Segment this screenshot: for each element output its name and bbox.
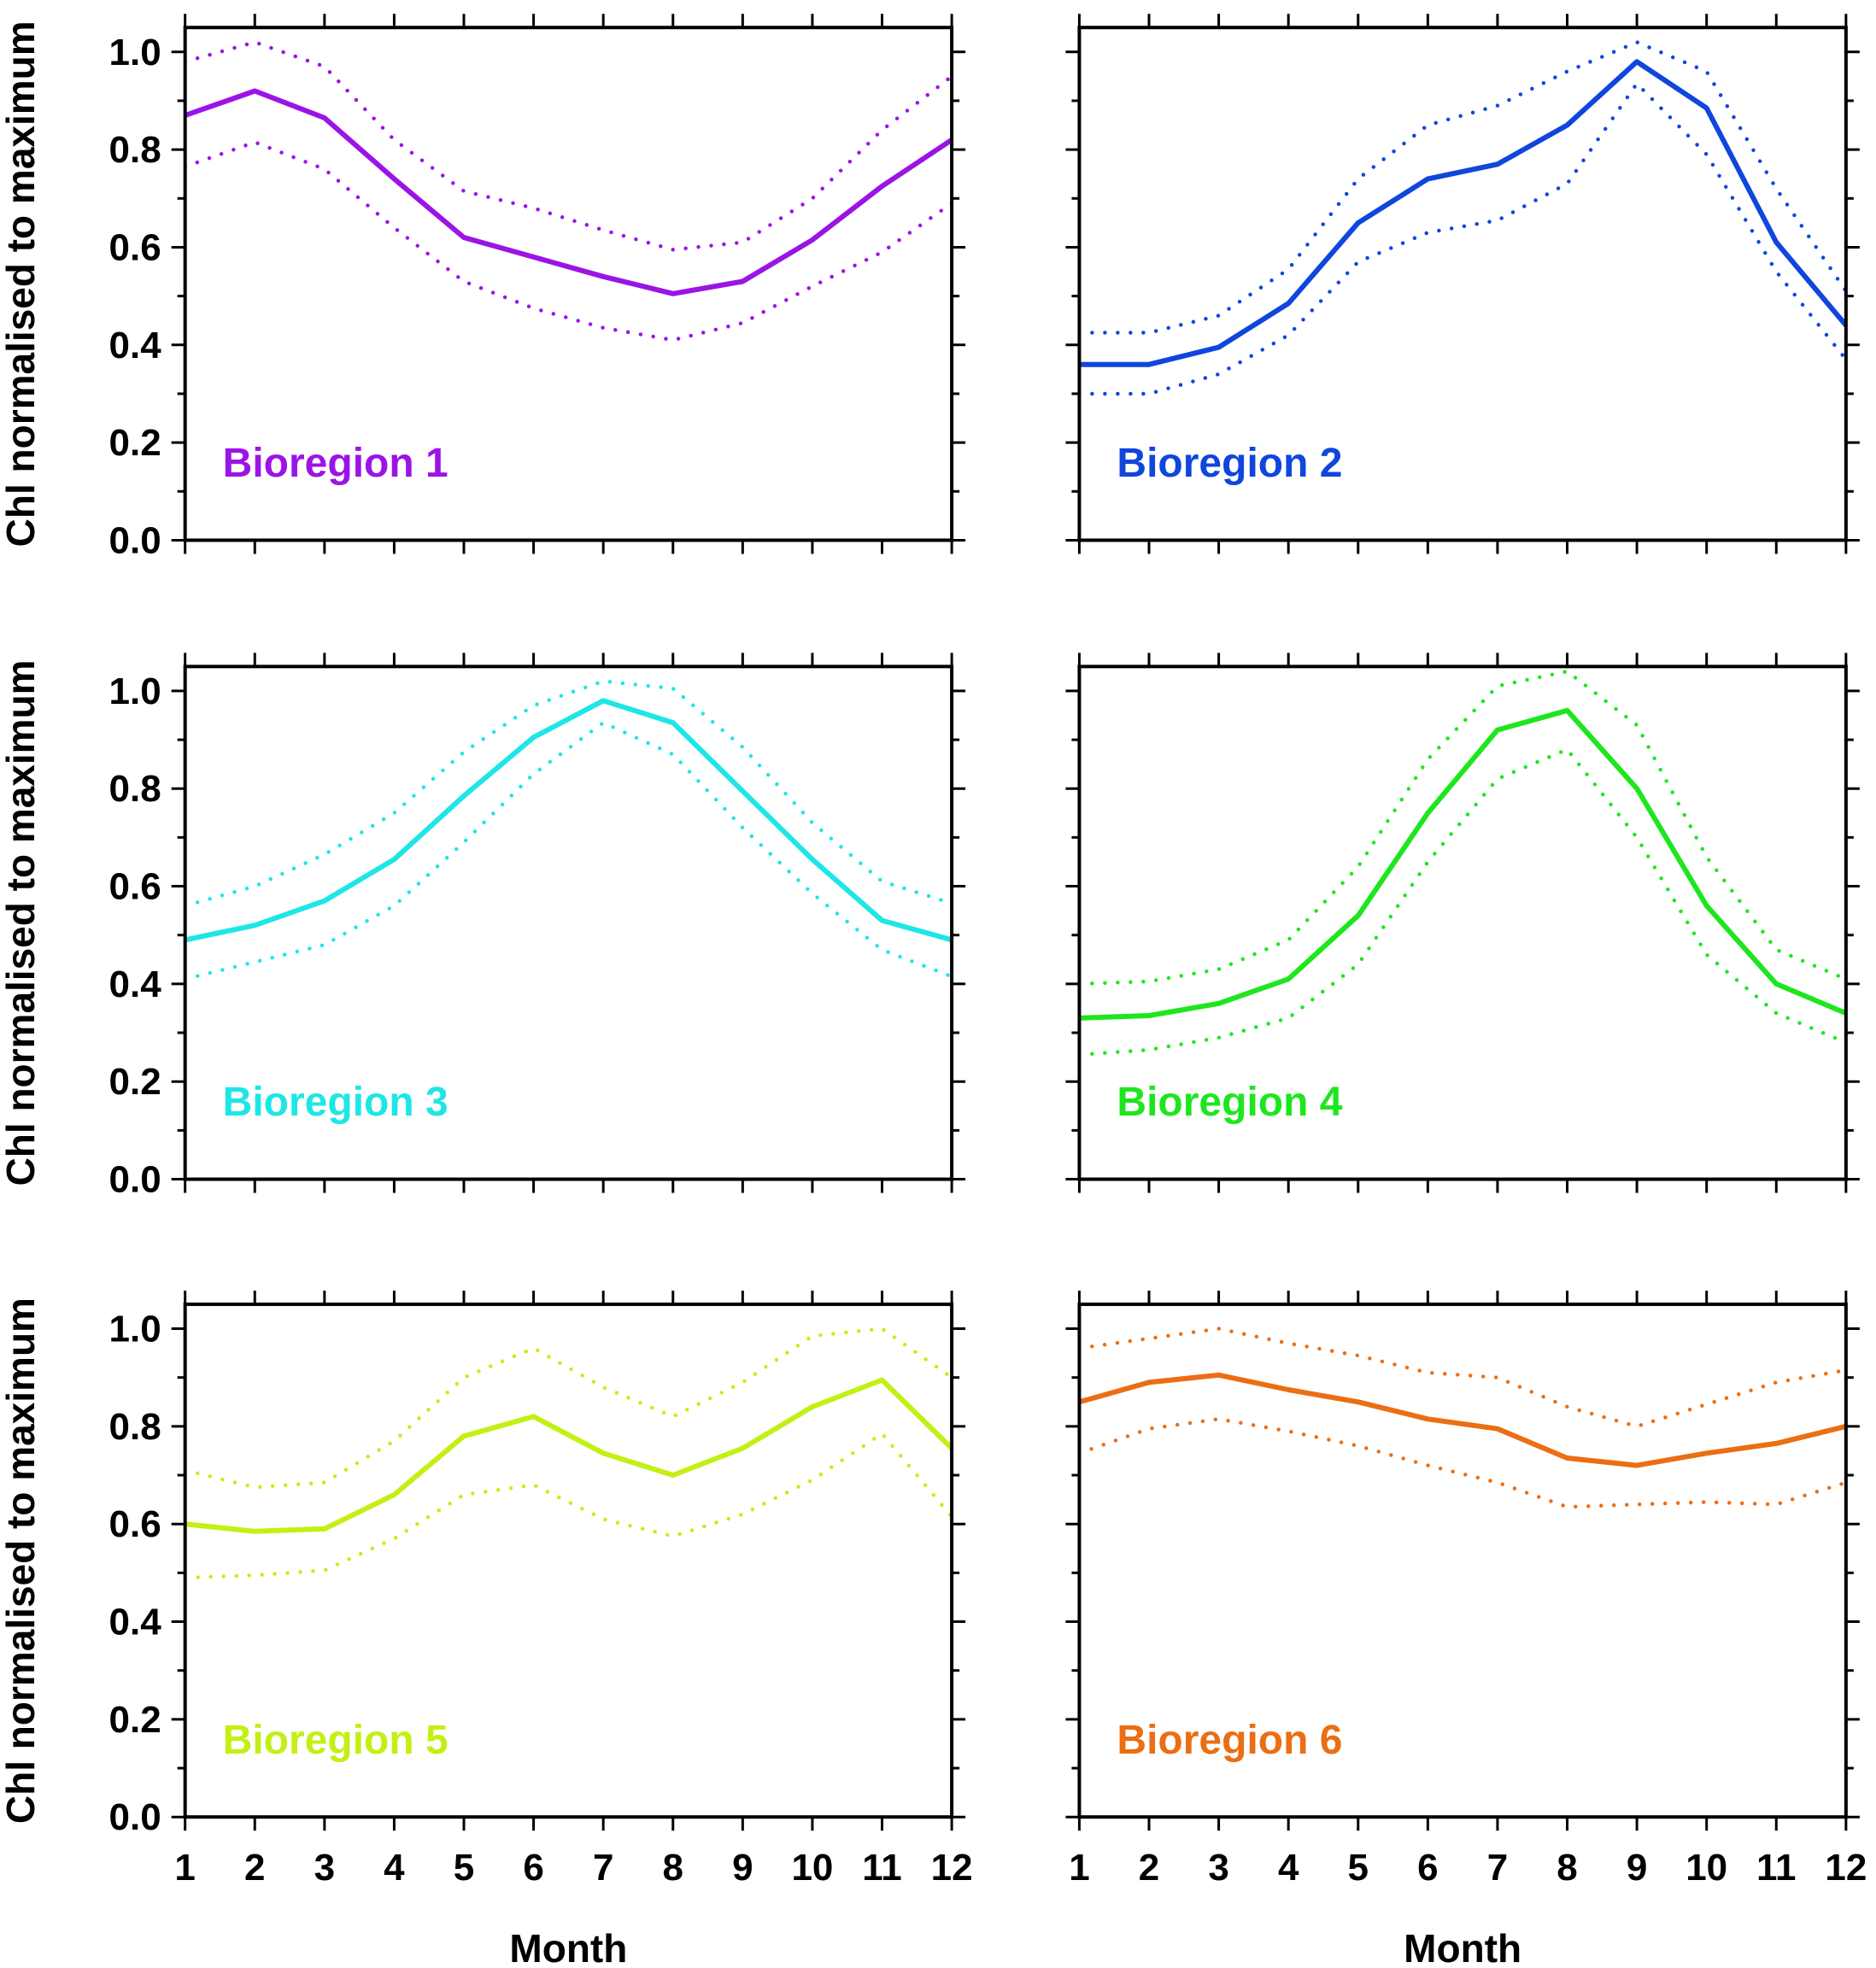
panel-4: Bioregion 4 (1065, 653, 1860, 1193)
x-tick-label: 1 (174, 1847, 195, 1889)
series-lower-line (185, 140, 953, 343)
y-tick-label: 0.8 (109, 1406, 161, 1448)
y-tick-label: 0.4 (109, 1602, 162, 1643)
plot-frame (183, 665, 954, 1181)
series-upper-line (1079, 40, 1846, 335)
x-axis-label: Month (509, 1926, 627, 1968)
x-tick-label: 12 (931, 1847, 973, 1889)
series-mean-line (185, 698, 953, 943)
y-tick-label: 0.2 (109, 422, 161, 464)
x-tick-label: 11 (1756, 1847, 1797, 1889)
y-tick-label: 0.0 (109, 519, 161, 561)
x-tick-label: 4 (1278, 1847, 1299, 1889)
series-group (185, 679, 953, 981)
x-tick-label: 4 (384, 1847, 405, 1889)
panel-1: 0.0 0.2 0.4 0.6 0.8 1.0 Chl normalised to maxi… (0, 14, 966, 561)
x-tick-label: 3 (1208, 1847, 1228, 1889)
series-upper-line (1079, 1327, 1846, 1429)
series-upper-line (185, 1327, 953, 1490)
plot-frame (1077, 1302, 1848, 1819)
x-tick-label: 11 (862, 1847, 902, 1889)
series-group (1079, 669, 1846, 1057)
x-tick-label: 7 (1487, 1847, 1508, 1889)
series-upper-line (185, 679, 953, 908)
x-tick-label: 12 (1825, 1847, 1867, 1889)
x-tick-label: 5 (1348, 1847, 1369, 1889)
panel-label: Bioregion 2 (1117, 441, 1342, 486)
series-lower-line (1079, 81, 1846, 396)
y-tick-label: 0.0 (109, 1796, 161, 1838)
panel-3: 0.0 0.2 0.4 0.6 0.8 1.0 Chl normalised to maxi… (0, 653, 966, 1201)
y-tick-label: 0.4 (109, 964, 162, 1005)
y-axis-label: Chl normalised to maximum (0, 659, 43, 1186)
x-tick-label: 10 (1685, 1847, 1727, 1889)
x-tick-label: 1 (1069, 1847, 1089, 1889)
series-lower-line (1079, 747, 1846, 1057)
series-mean-line (1079, 1372, 1846, 1468)
y-tick-label: 0.6 (109, 226, 161, 268)
x-tick-label: 7 (593, 1847, 613, 1889)
plot-frame (1077, 665, 1848, 1181)
panel-2: Bioregion 2 (1065, 14, 1860, 554)
x-tick-label: 6 (523, 1847, 543, 1889)
x-tick-label: 2 (244, 1847, 265, 1889)
panel-label: Bioregion 3 (223, 1080, 448, 1125)
y-tick-label: 0.8 (109, 129, 161, 171)
y-tick-label: 0.4 (109, 325, 162, 366)
x-axis-label: Month (1404, 1926, 1521, 1968)
series-mean-line (185, 1377, 953, 1534)
x-tick-label: 8 (1556, 1847, 1577, 1889)
series-upper-line (1079, 669, 1846, 987)
y-tick-label: 0.2 (109, 1061, 161, 1103)
x-tick-label: 10 (791, 1847, 833, 1889)
x-tick-label: 2 (1139, 1847, 1159, 1889)
y-tick-label: 1.0 (109, 32, 161, 73)
series-group (185, 1327, 953, 1580)
x-tick-label: 9 (732, 1847, 753, 1889)
y-tick-label: 0.8 (109, 768, 161, 810)
x-tick-label: 8 (663, 1847, 683, 1889)
series-group (1079, 40, 1846, 396)
plot-frame (183, 26, 954, 542)
series-lower-line (185, 720, 953, 981)
panel-label: Bioregion 4 (1117, 1080, 1342, 1125)
series-lower-line (185, 1432, 953, 1580)
series-mean-line (1079, 707, 1846, 1021)
panel-label: Bioregion 5 (223, 1718, 448, 1763)
y-tick-label: 0.6 (109, 1503, 161, 1545)
plot-frame (183, 1302, 954, 1819)
y-axis-label: Chl normalised to maximum (0, 20, 43, 547)
x-tick-label: 3 (314, 1847, 335, 1889)
y-axis-label: Chl normalised to maximum (0, 1297, 43, 1824)
panel-label: Bioregion 6 (1117, 1718, 1342, 1763)
y-tick-label: 1.0 (109, 1309, 161, 1350)
y-tick-label: 0.2 (109, 1699, 161, 1741)
y-tick-label: 1.0 (109, 671, 161, 712)
x-tick-label: 5 (454, 1847, 474, 1889)
series-mean-line (1079, 59, 1846, 367)
x-tick-label: 9 (1627, 1847, 1647, 1889)
series-group (1079, 1327, 1846, 1509)
plot-frame (1077, 26, 1848, 542)
y-tick-label: 0.0 (109, 1159, 161, 1201)
x-tick-label: 6 (1417, 1847, 1438, 1889)
series-mean-line (185, 88, 953, 296)
y-tick-label: 0.6 (109, 866, 161, 908)
series-group (185, 40, 953, 343)
panel-label: Bioregion 1 (223, 441, 448, 486)
series-lower-line (1079, 1417, 1846, 1509)
